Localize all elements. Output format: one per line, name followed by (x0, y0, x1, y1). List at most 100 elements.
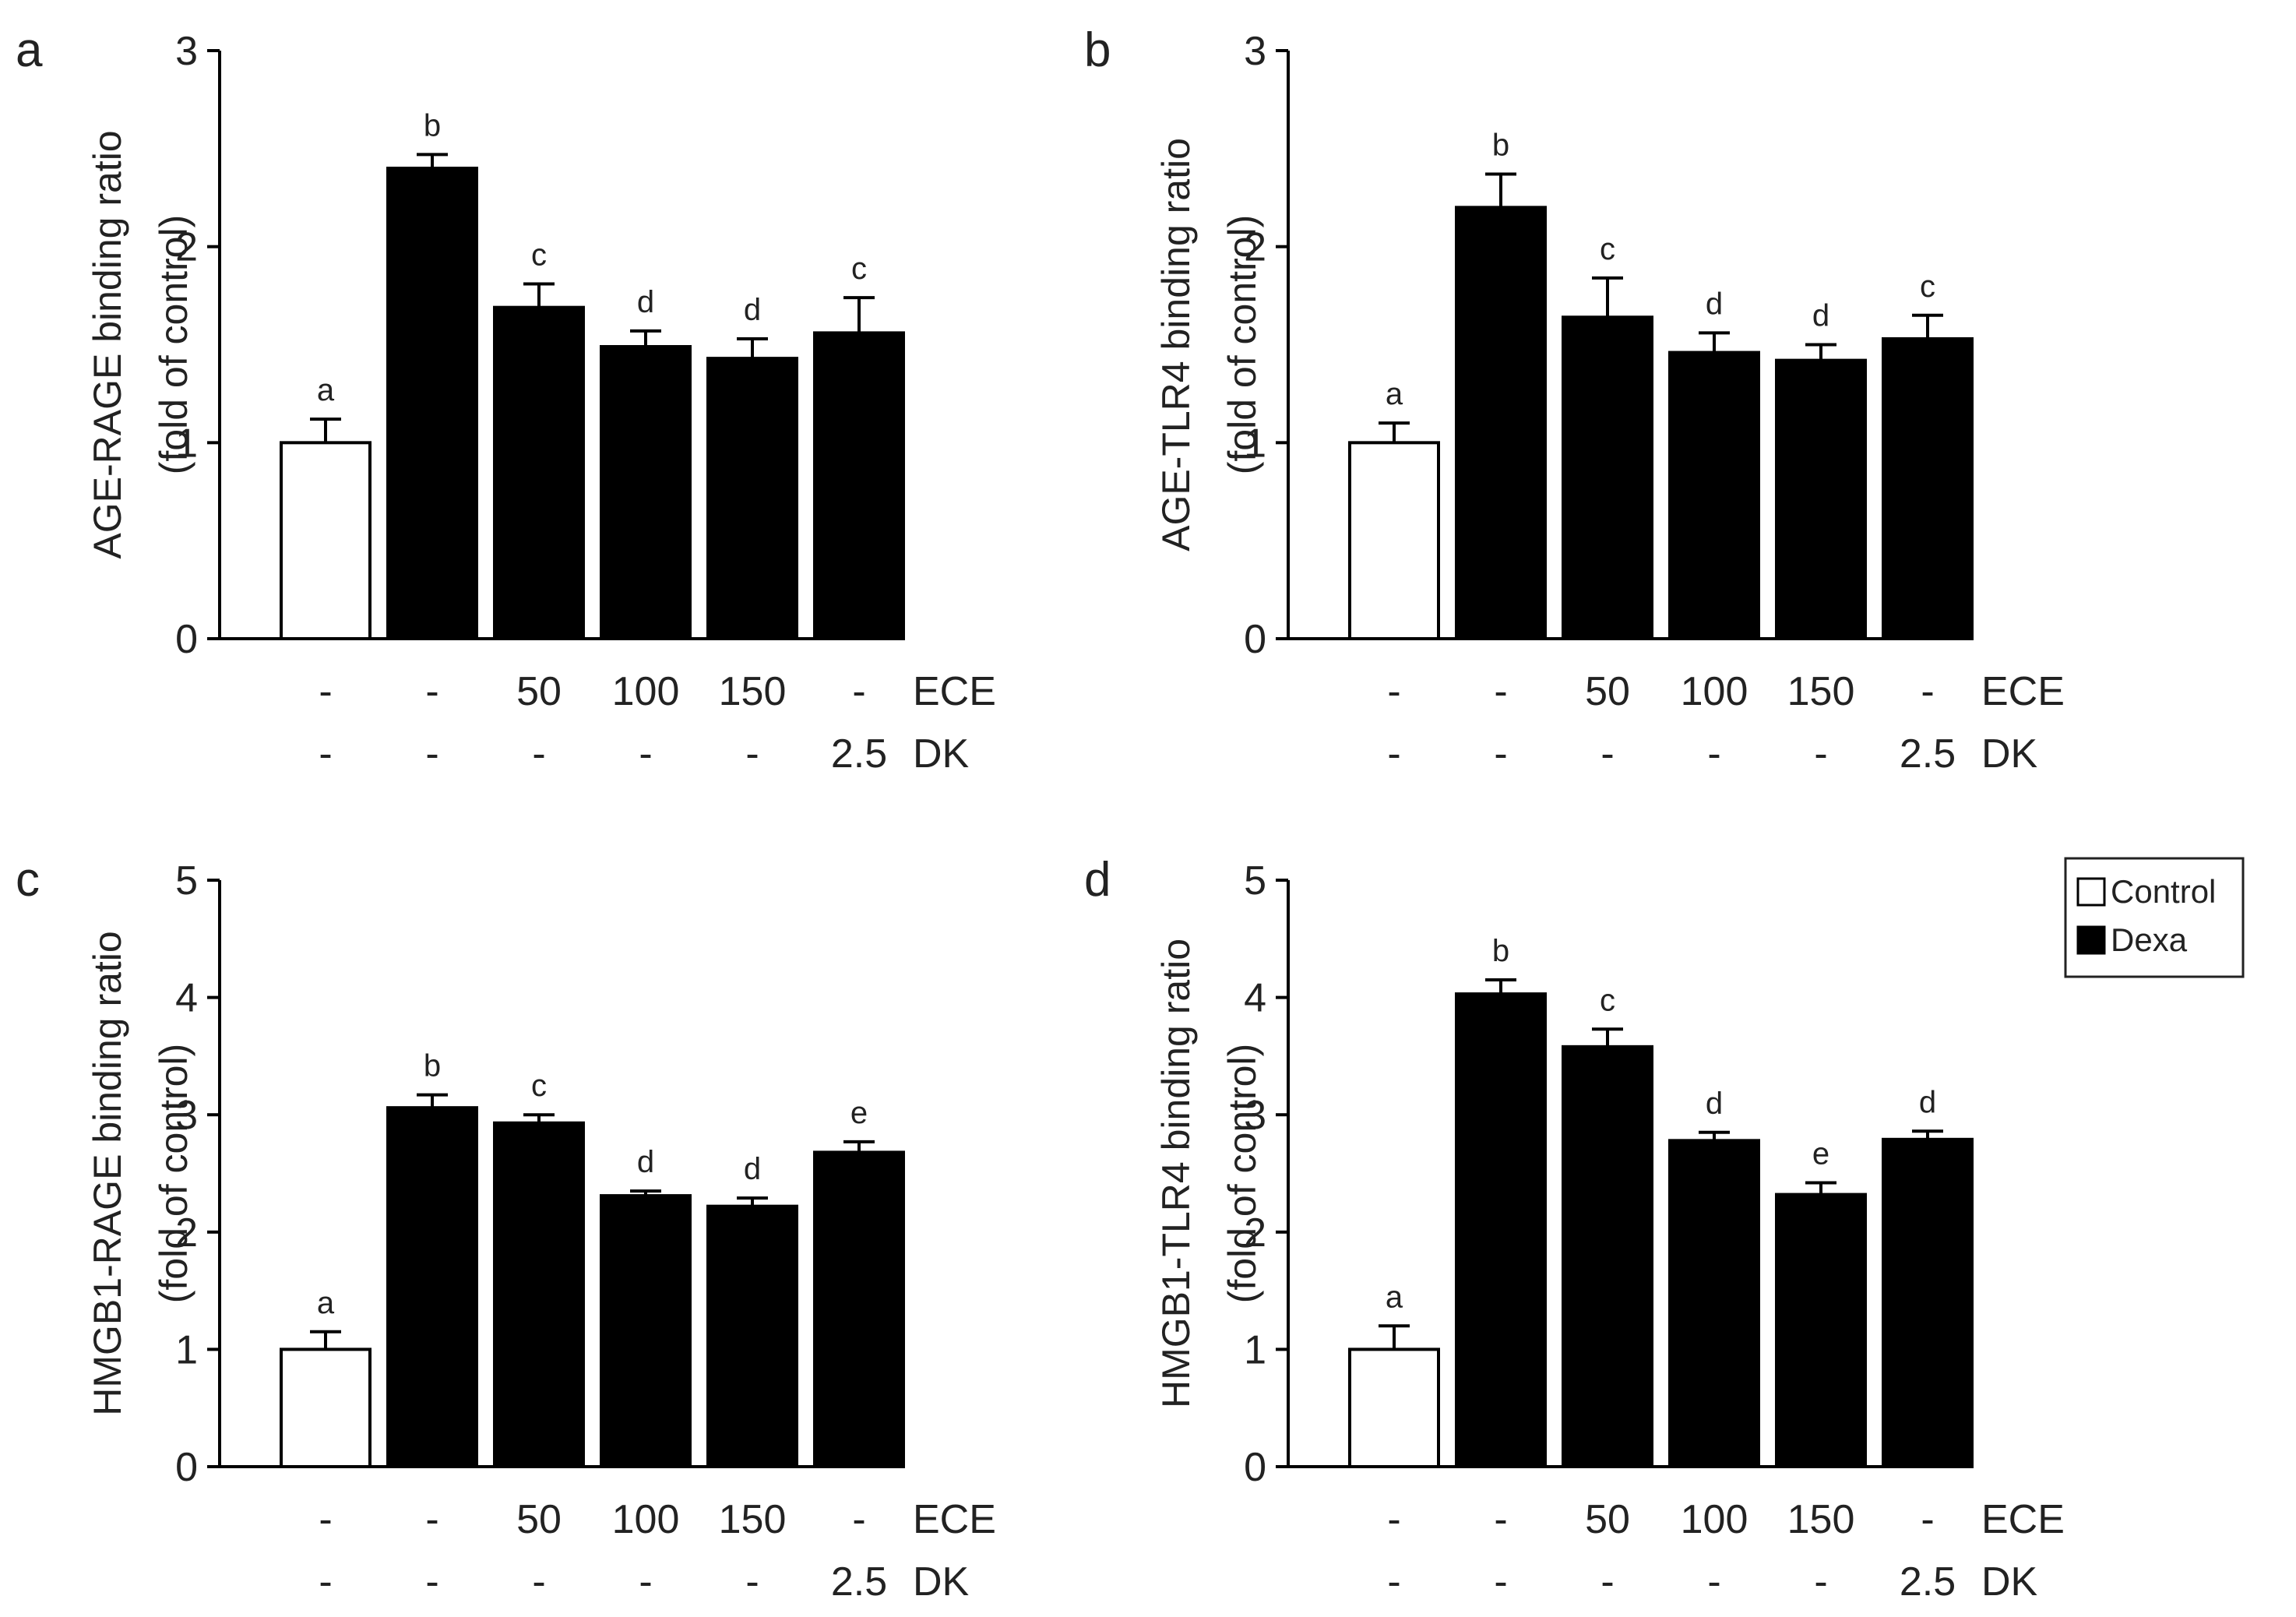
significance-letter: d (637, 285, 654, 319)
y-tick-label: 5 (1244, 858, 1266, 904)
condition-value-ece: - (852, 1497, 865, 1542)
bar-dexa (1562, 315, 1653, 640)
y-tick-label: 2 (175, 225, 198, 270)
condition-value-ece: - (319, 1497, 332, 1542)
y-tick-label: 0 (1244, 617, 1266, 662)
condition-value-dk: - (745, 1559, 759, 1605)
condition-value-dk: - (425, 1559, 438, 1605)
significance-letter: d (744, 1152, 761, 1186)
legend: Control Dexa (2064, 857, 2245, 978)
significance-letter: d (1706, 1087, 1723, 1121)
legend-swatch-control (2076, 877, 2106, 907)
condition-value-dk: - (1601, 1559, 1614, 1605)
panel-letter: b (1084, 23, 1111, 77)
condition-value-dk: 2.5 (1900, 731, 1956, 777)
chart-panel-c: c HMGB1-RAGE binding ratio (fold of contro… (16, 853, 996, 1605)
significance-letter: d (1812, 299, 1829, 333)
condition-value-ece: - (425, 669, 438, 714)
bar-dexa (1882, 336, 1974, 640)
condition-value-ece: - (1494, 1497, 1507, 1542)
condition-value-dk: 2.5 (831, 731, 887, 777)
y-tick-label: 3 (175, 29, 198, 74)
y-tick-label: 4 (175, 976, 198, 1021)
significance-letter: a (317, 373, 335, 407)
y-axis-title: AGE-TLR4 binding ratio (1154, 138, 1198, 551)
y-tick-label: 5 (175, 858, 198, 904)
chart-panel-a: a AGE-RAGE binding ratio (fold of control)… (16, 23, 996, 777)
bar-control (280, 1348, 372, 1469)
bar-dexa (1455, 992, 1547, 1469)
condition-value-ece: 100 (1681, 669, 1748, 714)
condition-value-dk: - (1601, 731, 1614, 777)
bar-dexa (1668, 1139, 1760, 1469)
condition-name-ece: ECE (1981, 1497, 2065, 1542)
legend-label-control: Control (2111, 873, 2216, 910)
y-tick-label: 1 (175, 421, 198, 466)
significance-letter: b (424, 1049, 441, 1083)
condition-name-ece: ECE (913, 669, 996, 714)
y-axis-title: HMGB1-RAGE binding ratio (86, 931, 129, 1415)
bar-dexa (1455, 206, 1547, 641)
condition-name-dk: DK (913, 1559, 970, 1605)
significance-letter: c (1920, 270, 1935, 304)
bar-dexa (1668, 351, 1760, 640)
condition-value-ece: 100 (612, 1497, 680, 1542)
condition-value-ece: - (425, 1497, 438, 1542)
significance-letter: c (531, 1069, 547, 1103)
bar-dexa (493, 1121, 585, 1468)
y-tick-label: 4 (1244, 976, 1266, 1021)
y-tick-label: 2 (1244, 225, 1266, 270)
significance-letter: a (317, 1286, 335, 1320)
bar-control (1348, 1348, 1440, 1469)
condition-value-dk: - (1494, 731, 1507, 777)
significance-letter: a (1386, 377, 1403, 411)
condition-name-dk: DK (1981, 731, 2038, 777)
bar-dexa (386, 167, 478, 640)
y-axis-subtitle: (fold of control) (1220, 1044, 1264, 1303)
condition-value-dk: - (1814, 1559, 1827, 1605)
condition-value-dk: - (639, 731, 652, 777)
significance-letter: c (1600, 232, 1615, 266)
bar-dexa (600, 1194, 692, 1468)
panel-letter: c (16, 853, 40, 907)
condition-value-ece: 150 (719, 1497, 787, 1542)
y-tick-label: 0 (175, 617, 198, 662)
significance-letter: d (637, 1145, 654, 1179)
bar-control (280, 441, 372, 640)
significance-letter: a (1386, 1280, 1403, 1314)
significance-letter: b (424, 108, 441, 143)
legend-swatch-dexa (2076, 925, 2106, 955)
significance-letter: c (1600, 983, 1615, 1017)
y-tick-label: 3 (1244, 1093, 1266, 1138)
condition-value-dk: - (532, 1559, 545, 1605)
condition-value-ece: 150 (719, 669, 787, 714)
condition-name-ece: ECE (913, 1497, 996, 1542)
y-tick-label: 2 (175, 1210, 198, 1256)
condition-value-dk: 2.5 (1900, 1559, 1956, 1605)
y-tick-label: 1 (1244, 421, 1266, 466)
bar-dexa (813, 331, 905, 640)
condition-value-ece: - (852, 669, 865, 714)
condition-value-dk: 2.5 (831, 1559, 887, 1605)
y-tick-label: 1 (175, 1327, 198, 1372)
condition-value-ece: - (1921, 1497, 1934, 1542)
condition-value-dk: - (1707, 731, 1720, 777)
condition-value-ece: 100 (1681, 1497, 1748, 1542)
condition-value-ece: - (1921, 669, 1934, 714)
condition-value-dk: - (1707, 1559, 1720, 1605)
y-tick-label: 2 (1244, 1210, 1266, 1256)
condition-value-ece: - (1494, 669, 1507, 714)
legend-label-dexa: Dexa (2111, 921, 2188, 958)
panel-letter: d (1084, 853, 1111, 907)
significance-letter: b (1492, 934, 1509, 968)
bar-dexa (1775, 358, 1867, 640)
significance-letter: b (1492, 129, 1509, 163)
y-tick-label: 3 (1244, 29, 1266, 74)
condition-value-dk: - (319, 731, 332, 777)
condition-value-dk: - (1814, 731, 1827, 777)
condition-value-dk: - (1494, 1559, 1507, 1605)
condition-value-ece: - (1387, 669, 1400, 714)
significance-letter: d (1706, 287, 1723, 321)
significance-letter: d (744, 293, 761, 327)
